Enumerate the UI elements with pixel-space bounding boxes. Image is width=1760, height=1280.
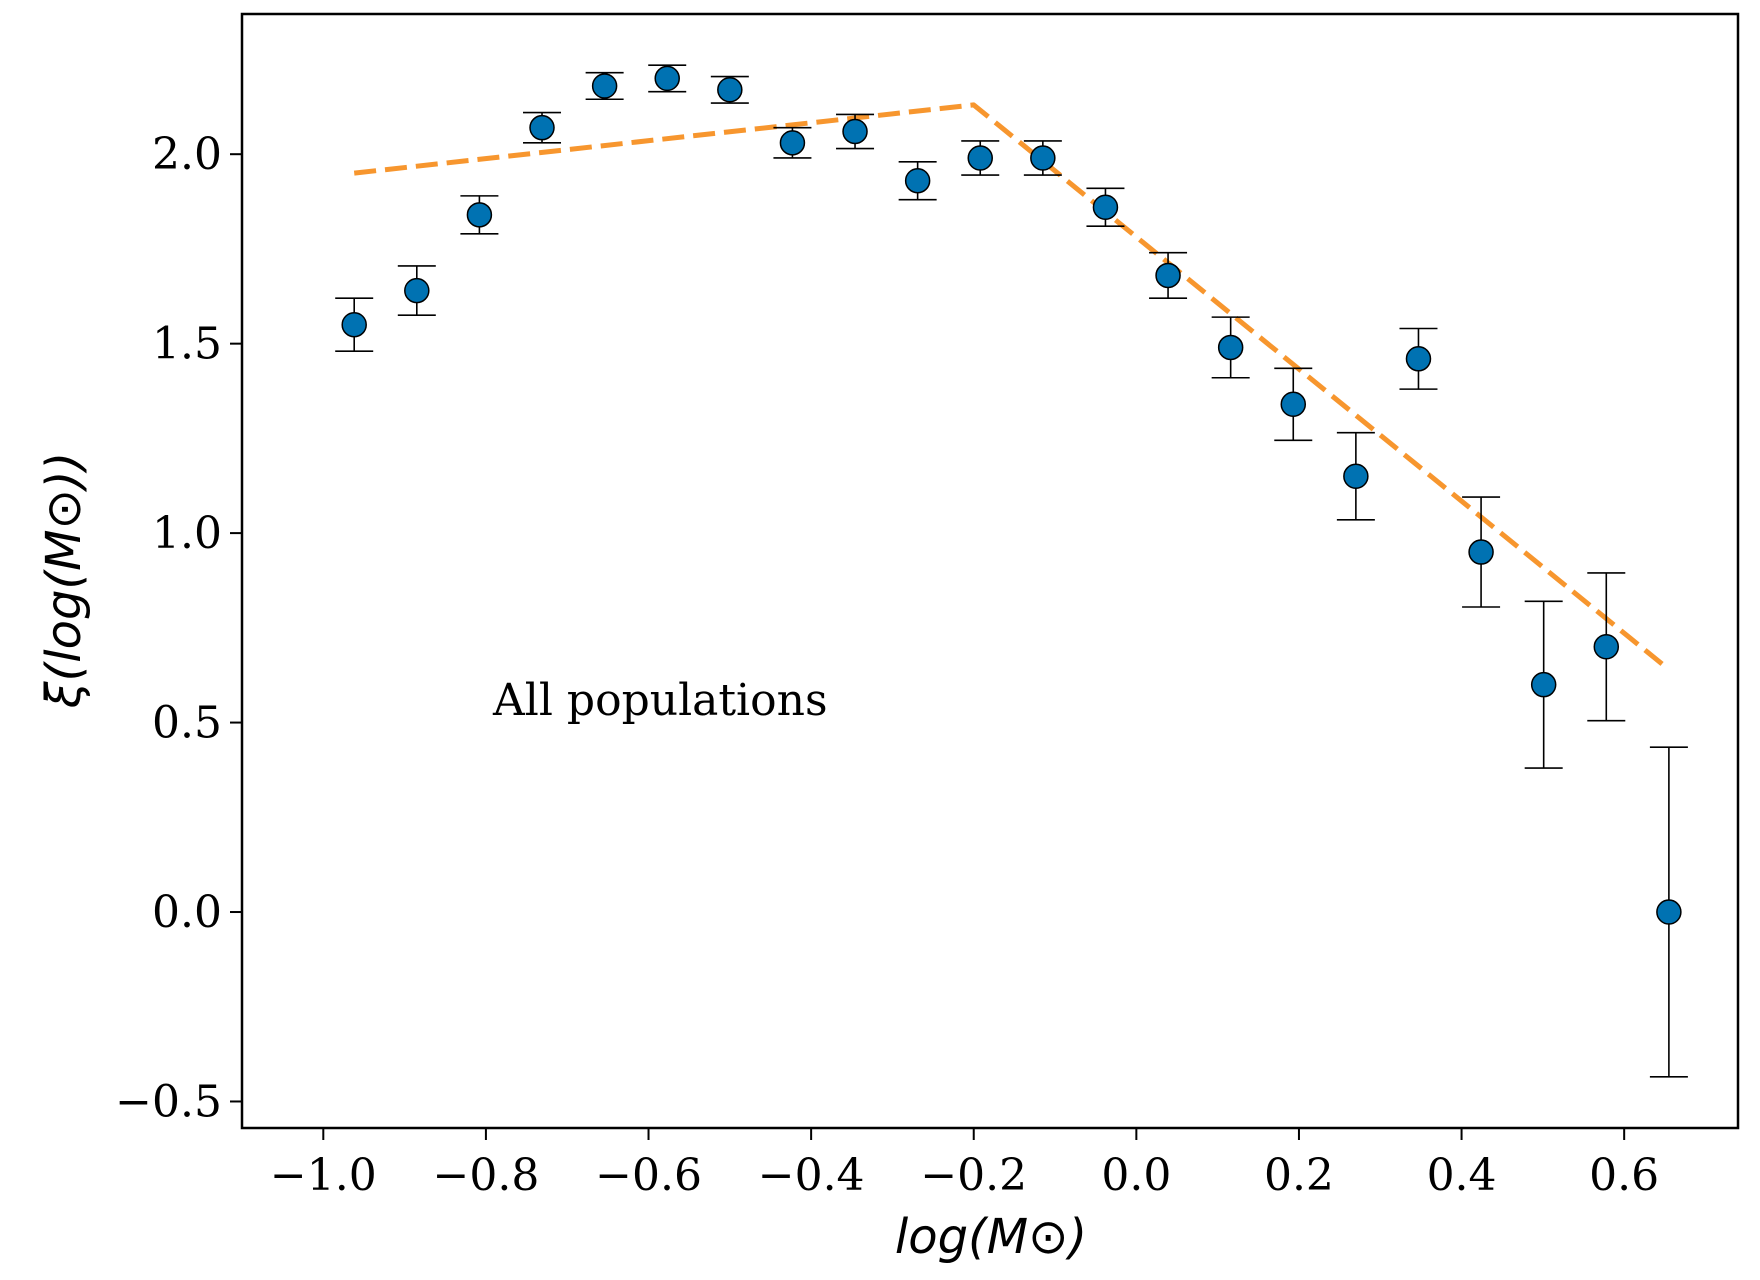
data-point (404, 277, 430, 304)
data-point (1092, 194, 1119, 220)
x-tick-label: 0.4 (1427, 1150, 1497, 1201)
fit-line-layer (353, 102, 1671, 672)
data-point (1155, 262, 1181, 289)
axes-frame (240, 12, 1740, 1130)
x-tick-label: −0.4 (758, 1150, 865, 1201)
x-tick-label: 0.2 (1264, 1150, 1334, 1201)
data-point (1280, 391, 1307, 418)
data-point-group (1336, 431, 1375, 521)
data-point (904, 167, 931, 194)
data-point-group (1524, 600, 1563, 769)
y-tick-label: 0.5 (152, 698, 222, 749)
data-point-group (335, 297, 374, 353)
data-point (591, 73, 618, 99)
data-point-group (585, 71, 624, 101)
data-point (1656, 899, 1682, 925)
x-tick-label: −0.6 (595, 1150, 702, 1201)
data-point (466, 202, 493, 228)
data-point-group (1149, 251, 1188, 299)
data-point (1343, 463, 1369, 490)
data-point-group (397, 265, 436, 317)
data-point-group (1211, 316, 1250, 379)
data-point (1593, 634, 1620, 660)
x-tick-label: 0.0 (1101, 1150, 1171, 1201)
data-point (341, 311, 367, 338)
data-point-group (1274, 367, 1313, 442)
data-point (1030, 145, 1056, 171)
data-point-group (1649, 746, 1688, 1078)
x-tick-label: −0.2 (920, 1150, 1027, 1201)
data-point-group (836, 113, 875, 150)
data-point-group (1462, 496, 1501, 608)
data-point (1530, 671, 1557, 698)
data-point-group (648, 64, 687, 93)
fit-line (353, 102, 1671, 672)
data-point-group (710, 75, 749, 104)
annotation-all-populations: All populations (492, 675, 828, 726)
data-point (842, 118, 868, 145)
data-point-group (1086, 187, 1125, 227)
y-axis-label: ξ(log(M⊙)) (36, 452, 92, 709)
data-point-group (1587, 572, 1626, 722)
data-point (717, 77, 743, 103)
data-point-group (1399, 327, 1438, 390)
data-point (654, 65, 680, 92)
data-point (1468, 539, 1494, 565)
data-point (1217, 334, 1244, 361)
data-points-layer (335, 64, 1688, 1078)
x-axis-ticks: −1.0 −0.8 −0.6 −0.4 −0.2 0.0 0.2 0.4 0.6 (270, 1128, 1659, 1201)
y-tick-label: 0.0 (152, 887, 222, 938)
x-tick-label: −1.0 (270, 1150, 377, 1201)
y-tick-label: 1.5 (152, 319, 222, 370)
data-point (779, 130, 806, 156)
data-point (529, 114, 555, 141)
data-point-group (773, 126, 812, 159)
x-axis-label: log(M⊙) (895, 1209, 1087, 1265)
data-point-group (460, 195, 499, 235)
x-tick-label: −0.8 (432, 1150, 539, 1201)
data-point-group (1023, 140, 1062, 176)
data-point-group (898, 160, 937, 201)
y-axis-ticks: −0.5 0.0 0.5 1.0 1.5 2.0 (115, 129, 242, 1127)
y-tick-label: 2.0 (152, 129, 222, 180)
data-point-group (523, 111, 562, 144)
data-point-group (961, 140, 1000, 176)
y-tick-label: −0.5 (115, 1076, 222, 1127)
x-tick-label: 0.6 (1589, 1150, 1659, 1201)
data-point (967, 145, 993, 171)
data-point (1405, 346, 1432, 372)
y-tick-label: 1.0 (152, 508, 222, 559)
